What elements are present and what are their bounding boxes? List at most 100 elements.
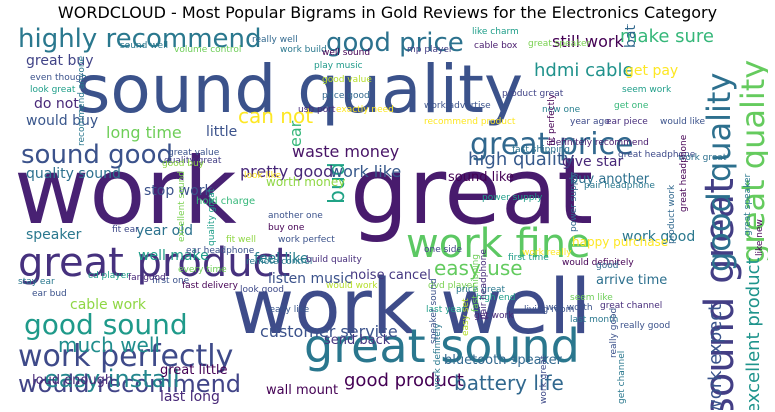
cloud-word-small: work build [280,45,327,55]
cloud-word: waste money [292,142,400,161]
cloud-word: feel like [254,251,309,267]
cloud-word-small: great channel [600,301,663,311]
cloud-word-small: look like [244,171,282,181]
cloud-word: great [350,138,594,245]
cloud-word-small: sound well [120,41,169,51]
word-cloud: sound quality work great work well great… [10,24,768,410]
cloud-word: listen music [268,271,352,287]
cloud-word-small: high end [476,293,516,303]
cloud-word: work well [232,262,592,351]
cloud-word-small: volume control [174,45,242,55]
cloud-word-small: quality great [164,156,222,166]
cloud-word-small: work really [522,248,572,258]
cloud-word: work good [622,229,696,245]
cloud-word-small: usb port [298,105,336,115]
cloud-word-small: work perfect [278,235,335,245]
cloud-word: great buy [26,53,94,69]
cloud-word: happy purchase [572,235,669,249]
cloud-word-small: great speaker [528,39,591,49]
cloud-word-small: really good [609,307,619,358]
cloud-word: noise cancel [350,268,431,283]
cloud-word-small: mp player [407,45,453,55]
cloud-word-small: price good [322,91,370,101]
cloud-word-small: look good [240,285,285,295]
cloud-word-small: far good [128,273,166,283]
cloud-word: sound like [448,170,514,185]
cloud-word: send back [324,333,391,348]
cloud-word: battery last [623,24,639,48]
cloud-word-small: work definitely [433,323,443,390]
cloud-word-small: play music [314,61,363,71]
cloud-word-small: cable box [474,41,518,51]
cloud-word: quality sound [26,166,121,182]
cloud-word-small: fit ear [112,225,139,235]
cloud-word-small: definitely recommend [550,138,649,148]
cloud-word-small: product work [667,184,677,244]
cloud-word: long time [106,123,182,142]
cloud-word: good sound [24,308,188,341]
cloud-word-small: great headphone [618,150,696,160]
cloud-word-small: power supply [482,193,543,203]
cloud-word: sound quality [76,51,524,128]
cloud-word: great price [470,127,634,162]
cloud-word-small: get work [474,311,514,321]
cloud-word: work [14,138,237,245]
cloud-word-small: great headphone [679,134,689,212]
cloud-word: stop work [144,183,213,199]
cloud-word-small: first one [152,276,190,286]
cloud-word-small: last month [570,315,619,325]
cloud-word: battery life [454,371,564,395]
cloud-word-small: buy one [268,223,305,233]
cloud-word-small: like new [755,219,765,256]
cloud-word: pretty good [240,162,334,181]
cloud-word-small: last year [426,305,466,315]
cloud-word-small: new one [542,105,581,115]
cloud-word: hold charge [196,196,256,207]
cloud-word-small: ear piece [606,117,648,127]
cloud-word-small: seem like [570,293,613,303]
cloud-word-small: price great [456,285,506,295]
cloud-word: can not [238,104,314,128]
cloud-word: get pay [625,63,679,79]
cloud-word-small: exactly need [336,105,394,115]
cloud-word: easy use [434,256,523,280]
cloud-word-small: great speaker [743,173,753,236]
figure-title: WORDCLOUD - Most Popular Bigrams in Gold… [57,3,718,22]
cloud-word-small: recommend product [424,117,516,127]
cloud-word: high quality [468,149,575,170]
cloud-word-small: year ago [570,117,610,127]
cloud-word-small: good [596,261,619,271]
cloud-word-small: remote control [246,257,313,267]
cloud-word-small: excellent sound [177,171,187,242]
cloud-word-small: good buy [162,159,205,169]
cloud-word: good quality [700,72,738,272]
cloud-word: loud enough [32,373,114,388]
cloud-word-small: well worth [546,303,593,313]
cloud-word-small: look great [30,85,76,95]
cloud-word: excellent product [743,257,764,410]
cloud-word: year old [136,223,194,239]
cloud-word-small: easy set [461,298,471,336]
cloud-word: still work [552,32,624,51]
cloud-word-small: well sound [322,48,371,58]
cloud-word: much well [58,333,160,357]
cloud-word: great product [18,240,291,286]
cloud-word: would recommend [18,370,242,398]
cloud-word-small: build quality [306,255,362,265]
cloud-word: well make [138,248,209,264]
cloud-word-small: fast shipping [512,145,570,155]
cloud-word: last long [160,389,220,405]
cloud-word-small: ear headphone [186,246,255,256]
cloud-word-small: first time [508,253,549,263]
cloud-word-small: really well [252,35,298,45]
cloud-word-small: quality great [207,188,217,246]
cloud-word: little [206,124,238,140]
cloud-word-small: like charm [472,27,519,37]
cloud-word: work like [330,162,402,181]
cloud-word: great little [160,363,228,378]
cloud-word-small: would work [326,281,378,291]
cloud-word-small: pair headphone [479,249,489,320]
cloud-word-small: work advertise [424,101,491,111]
cloud-word-small: product great [502,89,564,99]
